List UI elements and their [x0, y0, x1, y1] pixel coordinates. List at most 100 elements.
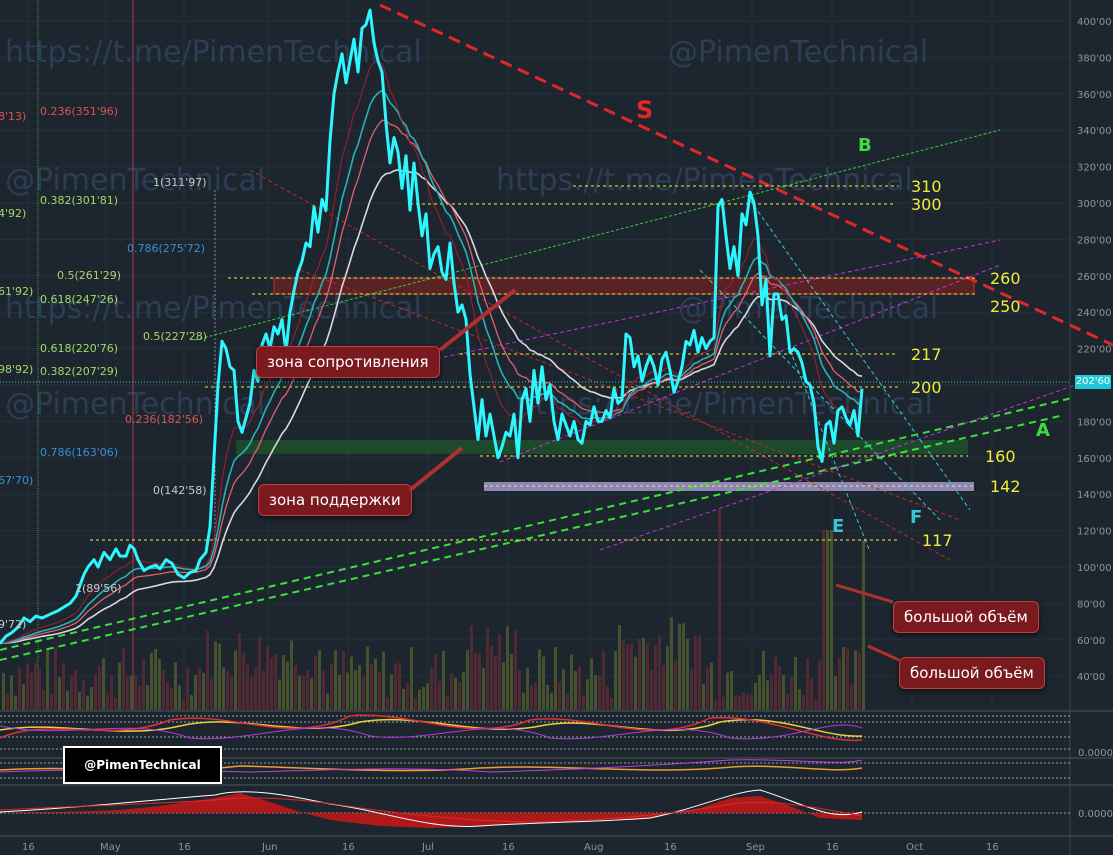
volume-bar: [698, 635, 701, 710]
level-label: 300: [911, 195, 942, 214]
volume-bar: [538, 649, 541, 710]
volume-bar: [558, 681, 561, 710]
level-label: 160: [985, 447, 1016, 466]
trend-lines: [0, 3, 1113, 661]
volume-bar: [86, 695, 89, 710]
volume-bar: [214, 641, 217, 710]
fib-label-edge: 98'92): [0, 363, 33, 376]
volume-bar: [562, 669, 565, 710]
volume-bar: [570, 654, 573, 710]
x-axis: 16 May 16 Jun 16 Jul 16 Aug 16 Sep 16 Oct 16: [22, 842, 999, 853]
y-axis-tick: 400'00: [1077, 17, 1112, 28]
volume-bar: [174, 662, 177, 710]
volume-bar: [318, 650, 321, 710]
volume-bar: [226, 670, 229, 710]
volume-bar: [798, 688, 801, 710]
x-axis-tick: 16: [502, 842, 515, 853]
volume-bar: [202, 673, 205, 710]
volume-bar: [686, 638, 689, 710]
x-axis-tick: Sep: [746, 842, 765, 853]
volume-bar: [102, 658, 105, 710]
volume-bar: [114, 697, 117, 710]
volume-bar: [654, 644, 657, 710]
y-axis-tick: 360'00: [1077, 90, 1112, 101]
fib-label: 0.382(207'29): [40, 365, 118, 378]
volume-bar: [126, 675, 129, 710]
volume-bar: [418, 689, 421, 710]
volume-bar: [690, 668, 693, 710]
watermarks: https://t.me/PimenTechnical @PimenTechni…: [5, 35, 938, 422]
volume-bar: [354, 670, 357, 710]
channel-line: [429, 239, 1001, 361]
trendline-s: [379, 3, 1113, 347]
fib-label: 0.786(163'06): [40, 446, 118, 459]
ma-mid: [0, 119, 863, 645]
support-zone: [236, 440, 968, 454]
volume-bar: [618, 625, 621, 710]
volume-bar: [246, 664, 249, 710]
big-volume-label: большой объём: [899, 657, 1045, 689]
level-label: 217: [911, 345, 942, 364]
volume-bar: [322, 670, 325, 710]
volume-bar: [42, 690, 45, 710]
channel-line: [599, 379, 1091, 551]
volume-bar: [378, 672, 381, 710]
volume-bar: [162, 669, 165, 710]
volume-bar: [254, 667, 257, 710]
volume-bar: [486, 628, 489, 710]
fib-label-edge: 61'92): [0, 285, 33, 298]
level-label: 142: [990, 477, 1021, 496]
volume-bar: [794, 657, 797, 710]
level-142-band: [484, 482, 974, 491]
volume-bar: [306, 669, 309, 710]
volume-bar: [454, 677, 457, 710]
fib-label: 0(142'58): [153, 484, 207, 497]
volume-bar: [610, 697, 613, 710]
volume-bar: [382, 651, 385, 710]
y-axis-tick: 60'00: [1077, 636, 1105, 647]
trendline-a-upper: [0, 397, 1073, 651]
volume-bar: [462, 671, 465, 710]
y-axis-tick: 40'00: [1077, 672, 1105, 683]
volume-bar: [510, 653, 513, 710]
volume-bar: [578, 666, 581, 710]
fib-label-edge: 9'72): [0, 618, 26, 631]
big-volume-label: большой объём: [893, 601, 1039, 633]
channel-line: [789, 349, 871, 553]
volume-bar: [806, 658, 809, 710]
y-axis-tick: 100'00: [1077, 563, 1112, 574]
volume-bar: [98, 666, 101, 710]
volume-bar: [278, 679, 281, 710]
volume-bar: [106, 692, 109, 710]
volume-bar: [830, 530, 833, 710]
volume-bar: [198, 667, 201, 710]
volume-bar: [474, 652, 477, 710]
volume-bar: [410, 647, 413, 710]
x-axis-tick: 16: [986, 842, 999, 853]
volume-bar: [274, 653, 277, 710]
volume-bar: [766, 680, 769, 710]
pattern-letter-f: F: [910, 507, 922, 528]
fib-label: 0.236(351'96): [40, 105, 118, 118]
volume-bar: [622, 640, 625, 710]
volume-bar: [146, 685, 149, 710]
volume-bar: [790, 676, 793, 710]
volume-bar: [566, 693, 569, 710]
volume-bar: [738, 695, 741, 710]
volume-bar: [530, 684, 533, 710]
x-axis-tick: 16: [342, 842, 355, 853]
y-axis-tick: 160'00: [1077, 454, 1112, 465]
volume-bar: [662, 665, 665, 710]
fib-label-edge: 4'92): [0, 207, 26, 220]
fib-label-edge: 8'13): [0, 110, 26, 123]
x-axis-tick: Oct: [906, 842, 923, 853]
y-axis-tick: 220'00: [1077, 345, 1112, 356]
volume-bar: [206, 630, 209, 710]
volume-bar: [782, 674, 785, 710]
volume-bar: [646, 642, 649, 710]
volume-bar: [466, 649, 469, 710]
volume-bar: [374, 658, 377, 710]
volume-bar: [238, 633, 241, 710]
pattern-letter-s: S: [636, 96, 653, 124]
